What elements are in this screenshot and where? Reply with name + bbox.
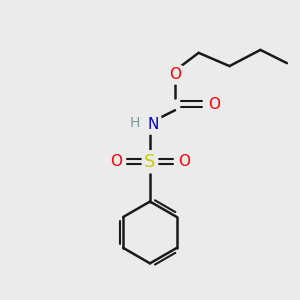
Text: S: S [144, 153, 156, 171]
Text: O: O [208, 97, 220, 112]
Text: H: H [130, 116, 140, 130]
Text: O: O [110, 154, 122, 169]
Text: N: N [148, 118, 159, 133]
Text: O: O [178, 154, 190, 169]
Text: O: O [169, 68, 181, 82]
